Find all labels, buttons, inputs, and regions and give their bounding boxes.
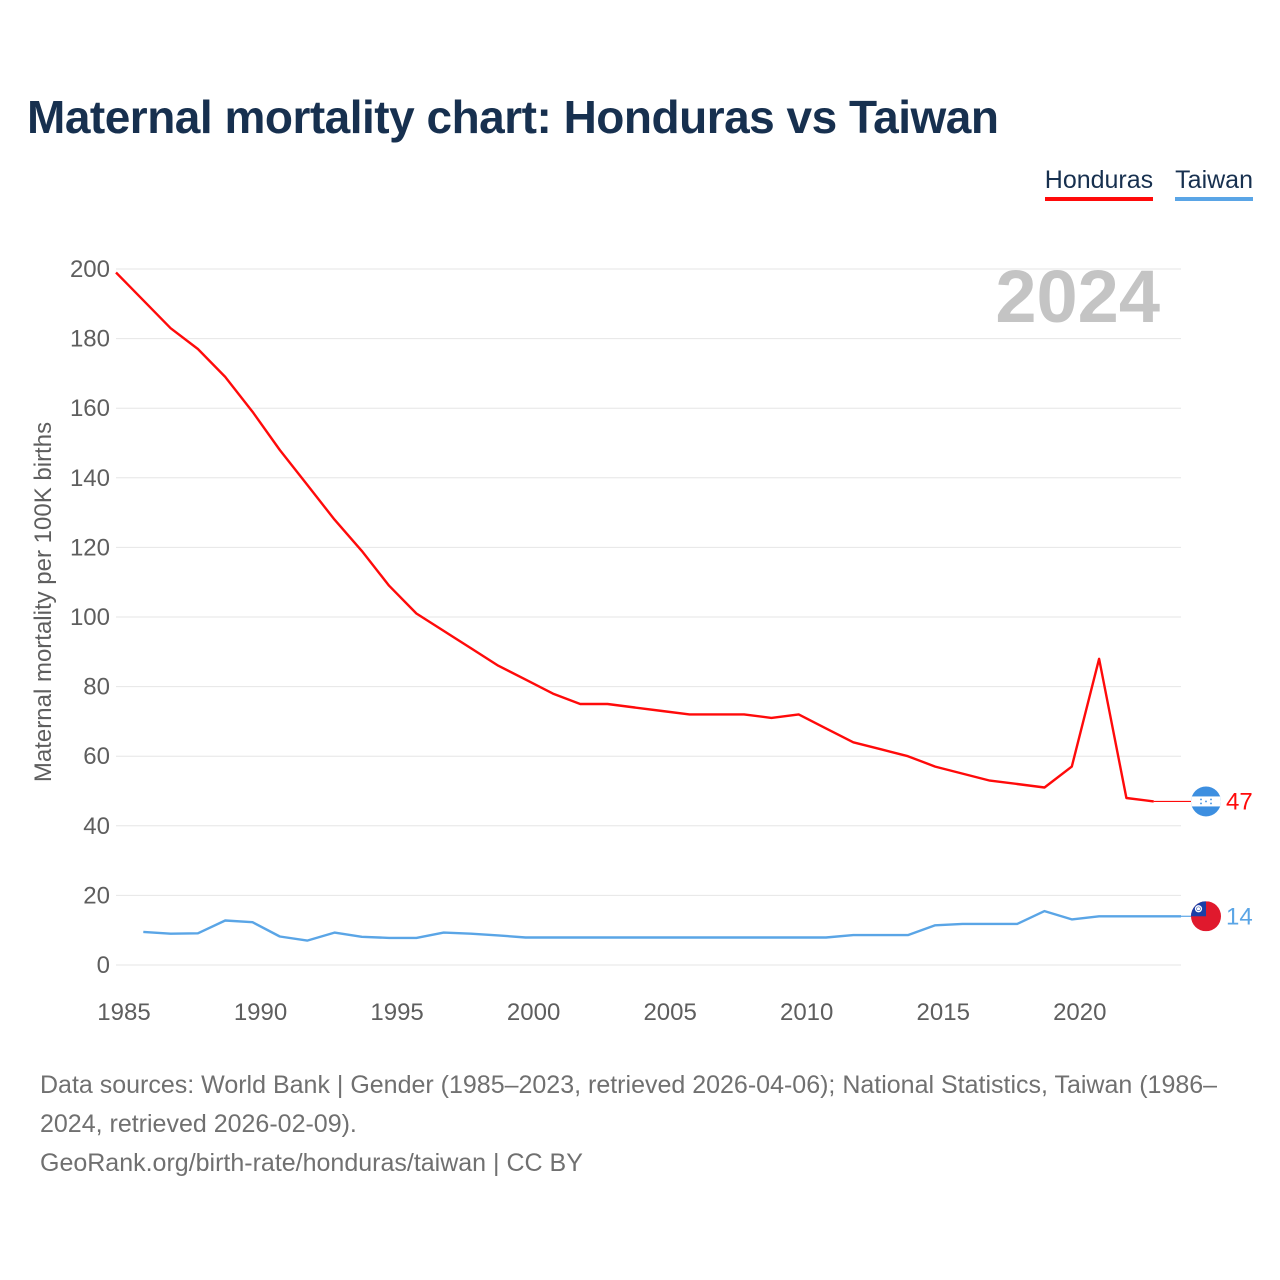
- page-title: Maternal mortality chart: Honduras vs Ta…: [27, 91, 999, 143]
- x-tick-label: 2020: [1053, 999, 1106, 1026]
- y-tick-label: 160: [70, 395, 110, 422]
- honduras-flag-icon: [1191, 786, 1221, 817]
- x-tick-label: 2005: [643, 999, 696, 1026]
- grid-lines: [116, 268, 1181, 966]
- x-tick-label: 2015: [917, 999, 970, 1026]
- end-value-taiwan: 14: [1226, 903, 1253, 930]
- footer: Data sources: World Bank | Gender (1985–…: [40, 1066, 1240, 1183]
- legend-item-taiwan[interactable]: Taiwan: [1175, 166, 1253, 201]
- data-sources: Data sources: World Bank | Gender (1985–…: [40, 1071, 1218, 1138]
- x-tick-label: 1985: [97, 999, 150, 1026]
- legend-item-honduras[interactable]: Honduras: [1044, 166, 1154, 201]
- y-tick-label: 140: [70, 465, 110, 492]
- y-tick-label: 60: [83, 743, 110, 770]
- series-end-labels: 47 14: [1153, 786, 1253, 932]
- y-tick-label: 80: [83, 674, 110, 701]
- x-tick-label: 2010: [780, 999, 833, 1026]
- x-tick-label: 1995: [370, 999, 423, 1026]
- y-axis-label: Maternal mortality per 100K births: [30, 422, 57, 782]
- y-tick-label: 0: [97, 952, 110, 979]
- year-watermark: 2024: [995, 255, 1160, 338]
- y-tick-label: 180: [70, 326, 110, 353]
- x-axis-ticks: 1985 1990 1995 2000 2005 2010 2015 2020: [97, 999, 1106, 1026]
- y-tick-label: 100: [70, 604, 110, 631]
- series-line-taiwan: [143, 909, 1181, 942]
- legend: Honduras Taiwan: [1044, 166, 1253, 201]
- x-tick-label: 2000: [507, 999, 560, 1026]
- series-line-honduras: [115, 271, 1154, 803]
- y-tick-label: 40: [83, 813, 110, 840]
- y-axis-ticks: 0 20 40 60 80 100 120 140 160 180 200: [70, 256, 110, 979]
- taiwan-flag-icon: [1191, 901, 1221, 932]
- end-value-honduras: 47: [1226, 788, 1253, 815]
- series-lines: [115, 271, 1181, 942]
- line-chart: 2024 0 20 40 60 80 100 120 140 160 180 200 1985 199…: [30, 255, 1253, 1026]
- y-tick-label: 120: [70, 534, 110, 561]
- x-tick-label: 1990: [234, 999, 287, 1026]
- y-tick-label: 20: [83, 882, 110, 909]
- y-tick-label: 200: [70, 256, 110, 283]
- source-link[interactable]: GeoRank.org/birth-rate/honduras/taiwan |…: [40, 1149, 583, 1177]
